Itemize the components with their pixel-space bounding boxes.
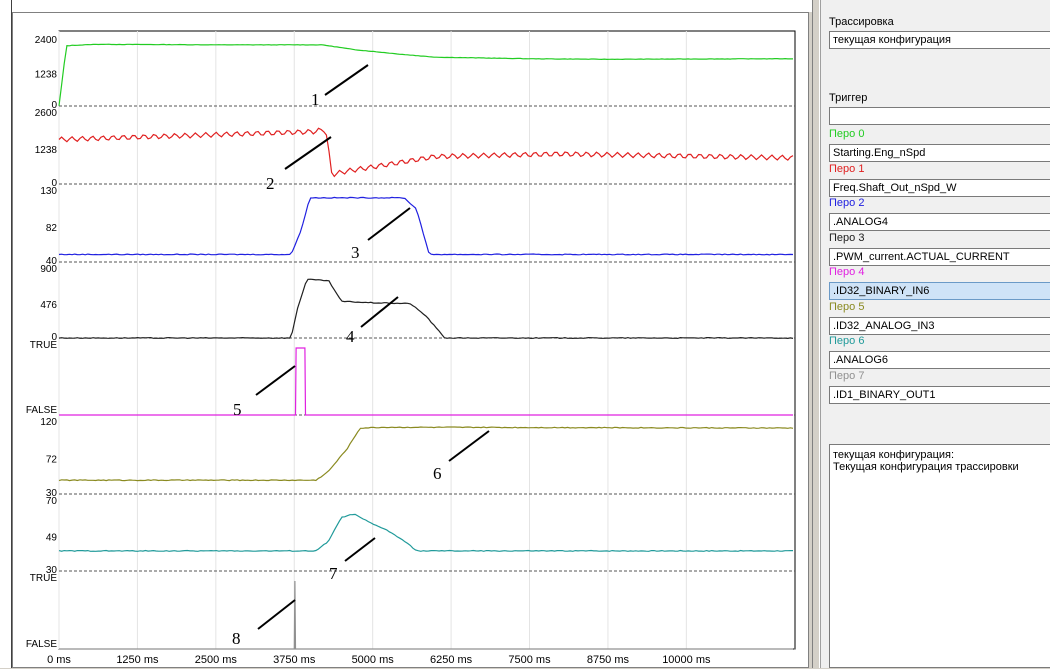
y-tick-label: 2600 bbox=[35, 108, 58, 119]
description-line-1: текущая конфигурация: bbox=[833, 449, 955, 461]
y-tick-label: 72 bbox=[46, 455, 58, 466]
trace-config-field[interactable]: текущая конфигурация bbox=[829, 31, 1050, 49]
annotation-leader bbox=[257, 599, 296, 630]
y-tick-label: 0 bbox=[51, 100, 57, 111]
y-tick-label: 1238 bbox=[35, 145, 58, 156]
description-box: текущая конфигурация: Текущая конфигурац… bbox=[829, 444, 1050, 668]
x-tick-label: 10000 ms bbox=[662, 654, 711, 666]
pen-3-variable-field[interactable]: .PWM_current.ACTUAL_CURRENT bbox=[829, 248, 1050, 266]
annotation-number: 5 bbox=[233, 400, 242, 419]
y-tick-label: 49 bbox=[46, 533, 58, 544]
y-tick-label: 130 bbox=[40, 186, 57, 197]
x-tick-label: 3750 ms bbox=[273, 654, 316, 666]
y-tick-label: 0 bbox=[51, 178, 57, 189]
y-tick-label: 476 bbox=[40, 300, 57, 311]
lane-3: 900 476 0 bbox=[40, 264, 795, 343]
lane-4: TRUE FALSE bbox=[26, 340, 795, 416]
annotation-number: 1 bbox=[311, 90, 320, 109]
pen-5-variable-field[interactable]: .ID32_ANALOG_IN3 bbox=[829, 317, 1050, 335]
annotation-number: 3 bbox=[351, 243, 360, 262]
series-line-pen-0 bbox=[58, 43, 794, 106]
trace-settings-panel: Трассировка текущая конфигурация Триггер… bbox=[820, 0, 1050, 668]
annotation-leader bbox=[367, 207, 411, 241]
y-tick-label: TRUE bbox=[30, 573, 58, 584]
pen-6-variable-field[interactable]: .ANALOG6 bbox=[829, 351, 1050, 369]
pen-6-label: Перо 6 bbox=[829, 335, 865, 347]
pen-4-label: Перо 4 bbox=[829, 266, 865, 278]
annotation-number: 4 bbox=[346, 327, 355, 346]
y-tick-label: 900 bbox=[40, 264, 57, 275]
x-tick-label: 2500 ms bbox=[195, 654, 238, 666]
series-line-pen-2 bbox=[58, 196, 794, 256]
annotation-leader bbox=[448, 430, 490, 462]
lane-7: TRUE FALSE bbox=[26, 573, 795, 650]
lane-0: 2400 1238 0 bbox=[35, 35, 795, 111]
y-tick-label: FALSE bbox=[26, 639, 57, 650]
trace-plot-area[interactable]: 0 ms 1250 ms 2500 ms 3750 ms 5000 ms 6250 ms 7… bbox=[12, 12, 809, 668]
series-line-pen-3 bbox=[58, 278, 794, 340]
lane-2: 130 82 40 bbox=[40, 186, 795, 267]
annotation-leader bbox=[360, 296, 399, 328]
annotation-number: 2 bbox=[266, 174, 275, 193]
y-tick-label: 120 bbox=[40, 417, 57, 428]
x-tick-label: 7500 ms bbox=[508, 654, 551, 666]
y-tick-label: 82 bbox=[46, 223, 58, 234]
series-line-pen-4 bbox=[59, 347, 793, 416]
trace-plot: 0 ms 1250 ms 2500 ms 3750 ms 5000 ms 6250 ms 7… bbox=[26, 30, 796, 666]
pen-1-variable-field[interactable]: Freq.Shaft_Out_nSpd_W bbox=[829, 179, 1050, 197]
description-line-2: Текущая конфигурация трассировки bbox=[833, 461, 1019, 473]
panel-splitter[interactable] bbox=[812, 0, 820, 668]
y-tick-label: FALSE bbox=[26, 405, 57, 416]
annotation-leader bbox=[344, 537, 376, 562]
pen-2-label: Перо 2 bbox=[829, 197, 865, 209]
y-tick-label: 1238 bbox=[35, 70, 58, 81]
pen-7-variable-field[interactable]: .ID1_BINARY_OUT1 bbox=[829, 386, 1050, 404]
x-tick-label: 5000 ms bbox=[352, 654, 395, 666]
lane-1: 2600 1238 0 bbox=[35, 108, 795, 189]
pen-1-label: Перо 1 bbox=[829, 163, 865, 175]
trigger-field[interactable] bbox=[829, 107, 1050, 125]
pen-2-variable-field[interactable]: .ANALOG4 bbox=[829, 213, 1050, 231]
x-tick-label: 0 ms bbox=[47, 654, 71, 666]
x-tick-label: 6250 ms bbox=[430, 654, 473, 666]
annotation-number: 6 bbox=[433, 464, 442, 483]
pen-4-variable-field[interactable]: .ID32_BINARY_IN6 bbox=[829, 282, 1050, 300]
top-strip bbox=[0, 0, 818, 12]
x-tick-label: 8750 ms bbox=[587, 654, 630, 666]
annotation-number: 8 bbox=[232, 629, 241, 648]
series-line-pen-1 bbox=[58, 127, 794, 178]
annotation-leader bbox=[255, 365, 296, 396]
pen-3-label: Перо 3 bbox=[829, 232, 865, 244]
annotation-leader bbox=[324, 64, 369, 96]
pen-0-label: Перо 0 bbox=[829, 128, 865, 140]
plot-frame bbox=[58, 30, 796, 650]
y-tick-label: 0 bbox=[51, 332, 57, 343]
y-tick-label: 40 bbox=[46, 256, 58, 267]
trace-label: Трассировка bbox=[829, 16, 894, 28]
series-line-pen-7 bbox=[59, 580, 793, 650]
trigger-label: Триггер bbox=[829, 92, 868, 104]
y-tick-label: TRUE bbox=[30, 340, 58, 351]
left-strip bbox=[0, 0, 12, 668]
annotation-number: 7 bbox=[329, 564, 338, 583]
lane-5: 120 72 30 bbox=[40, 417, 795, 499]
y-tick-label: 70 bbox=[46, 496, 58, 507]
y-tick-label: 2400 bbox=[35, 35, 58, 46]
lane-6: 70 49 30 bbox=[46, 496, 795, 576]
y-tick-label: 30 bbox=[46, 488, 58, 499]
annotation-leader bbox=[284, 136, 332, 170]
pen-5-label: Перо 5 bbox=[829, 301, 865, 313]
pen-7-label: Перо 7 bbox=[829, 370, 865, 382]
series-line-pen-6 bbox=[58, 513, 793, 552]
pen-0-variable-field[interactable]: Starting.Eng_nSpd bbox=[829, 144, 1050, 162]
x-tick-label: 1250 ms bbox=[116, 654, 159, 666]
y-tick-label: 30 bbox=[46, 565, 58, 576]
series-line-pen-5 bbox=[58, 426, 794, 482]
